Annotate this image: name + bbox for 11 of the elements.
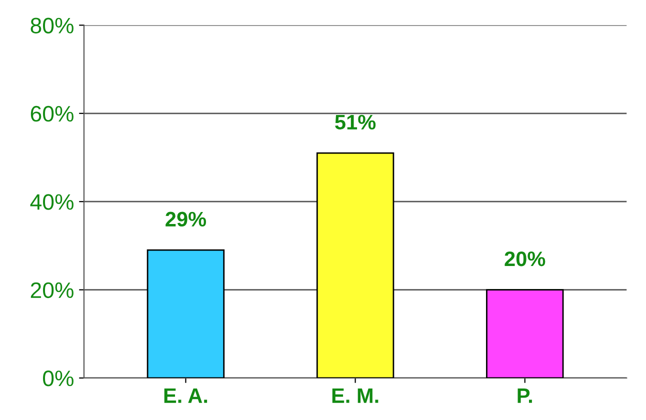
- y-tick-label: 20%: [30, 282, 74, 298]
- data-label: 29%: [166, 212, 206, 227]
- x-tick-label: P.: [518, 388, 532, 403]
- data-label: 20%: [504, 251, 546, 266]
- y-tick-label: 0%: [43, 370, 74, 386]
- x-tick-label: E. M.: [332, 388, 378, 403]
- x-tick-label: E. A.: [164, 388, 208, 403]
- y-tick-label: 40%: [30, 194, 74, 210]
- data-label: 51%: [335, 114, 376, 130]
- y-tick-label: 60%: [30, 106, 74, 122]
- y-tick-label: 80%: [30, 18, 74, 34]
